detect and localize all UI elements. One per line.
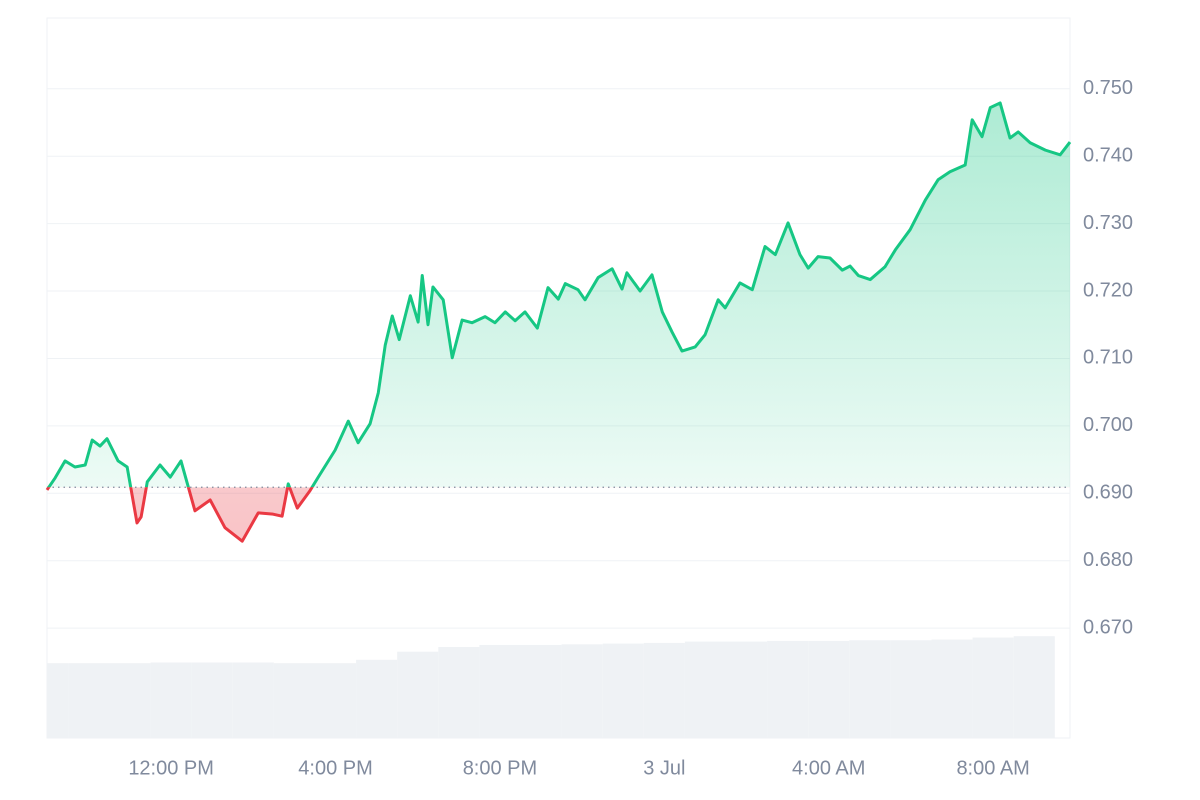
y-tick-label: 0.730	[1083, 212, 1133, 234]
x-tick-label: 3 Jul	[643, 757, 685, 779]
y-tick-label: 0.710	[1083, 347, 1133, 369]
y-tick-label: 0.690	[1083, 482, 1133, 504]
price-line-down	[45, 487, 314, 543]
volume-bar	[643, 642, 685, 738]
volume-bar	[972, 637, 1014, 738]
x-tick-label: 4:00 PM	[298, 757, 372, 779]
volume-bar	[479, 644, 521, 738]
price-line-up	[47, 101, 1072, 488]
volume-bar	[725, 641, 768, 738]
volume-bar	[191, 662, 233, 738]
y-tick-label: 0.700	[1083, 414, 1133, 436]
y-tick-label: 0.680	[1083, 549, 1133, 571]
area-up	[47, 102, 1070, 488]
volume-bar	[314, 663, 357, 738]
x-tick-label: 8:00 AM	[956, 757, 1029, 779]
volume-bar	[684, 641, 726, 738]
volume-bar	[68, 663, 110, 738]
area-down	[47, 487, 313, 542]
volume-bar	[232, 662, 274, 738]
volume-bar	[808, 640, 850, 738]
volume-bar	[150, 662, 192, 738]
y-tick-label: 0.740	[1083, 144, 1133, 166]
x-tick-label: 8:00 PM	[463, 757, 537, 779]
volume-bar	[109, 663, 151, 738]
x-tick-label: 12:00 PM	[128, 757, 214, 779]
volume-bar	[520, 644, 562, 738]
y-tick-label: 0.720	[1083, 279, 1133, 301]
y-tick-label: 0.750	[1083, 77, 1133, 99]
volume-bar	[561, 644, 603, 738]
volume-bar	[890, 640, 932, 738]
volume-bar	[356, 659, 398, 738]
volume-bar	[47, 663, 69, 738]
y-tick-label: 0.670	[1083, 616, 1133, 638]
x-tick-label: 4:00 AM	[792, 757, 865, 779]
volume-bar	[273, 663, 315, 738]
volume-bar	[1013, 636, 1055, 738]
volume-bar	[438, 646, 480, 738]
volume-bar	[602, 643, 644, 738]
volume-bar	[931, 639, 973, 738]
volume-bar	[767, 640, 809, 738]
volume-bar	[849, 640, 891, 738]
volume-bar	[397, 651, 439, 738]
